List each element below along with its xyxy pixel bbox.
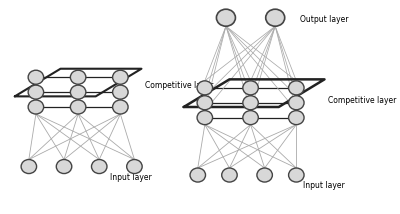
Ellipse shape (21, 159, 36, 174)
Ellipse shape (243, 81, 258, 95)
Ellipse shape (288, 81, 304, 95)
Ellipse shape (266, 9, 285, 26)
Ellipse shape (288, 168, 304, 182)
Text: Input layer: Input layer (303, 181, 345, 190)
Ellipse shape (197, 96, 212, 110)
Ellipse shape (190, 168, 206, 182)
Ellipse shape (197, 111, 212, 125)
Ellipse shape (288, 96, 304, 110)
Ellipse shape (222, 168, 237, 182)
Ellipse shape (288, 111, 304, 125)
Ellipse shape (70, 85, 86, 99)
Text: Output layer: Output layer (300, 15, 348, 24)
Ellipse shape (28, 70, 44, 84)
Ellipse shape (216, 9, 236, 26)
Ellipse shape (92, 159, 107, 174)
Text: Input layer: Input layer (110, 173, 152, 182)
Ellipse shape (28, 85, 44, 99)
Ellipse shape (113, 70, 128, 84)
Ellipse shape (243, 96, 258, 110)
Ellipse shape (70, 100, 86, 114)
Ellipse shape (243, 111, 258, 125)
Ellipse shape (257, 168, 272, 182)
Text: Competitive layer: Competitive layer (145, 81, 213, 90)
Ellipse shape (28, 100, 44, 114)
Ellipse shape (56, 159, 72, 174)
Ellipse shape (113, 100, 128, 114)
Ellipse shape (70, 70, 86, 84)
Text: Competitive layer: Competitive layer (328, 96, 396, 105)
Ellipse shape (197, 81, 212, 95)
Ellipse shape (127, 159, 142, 174)
Ellipse shape (113, 85, 128, 99)
